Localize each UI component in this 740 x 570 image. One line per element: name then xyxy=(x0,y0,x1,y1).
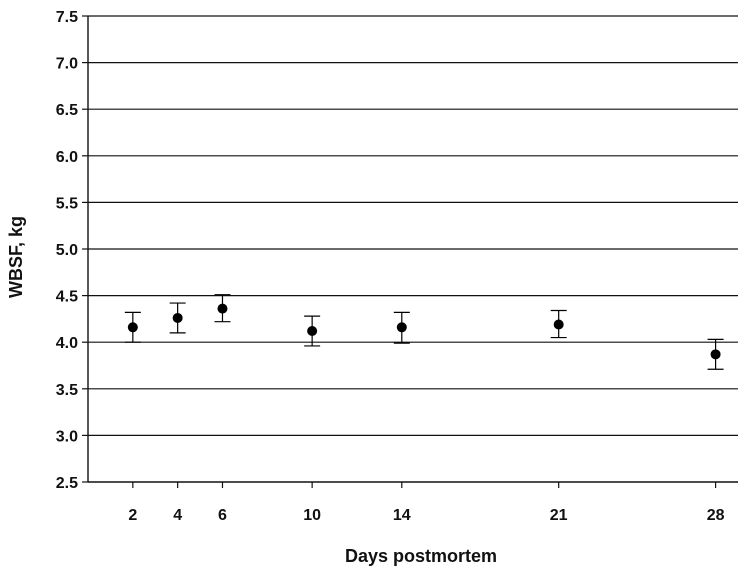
y-tick-label-5-5: 5.5 xyxy=(56,195,78,212)
y-tick-label-7-0: 7.0 xyxy=(56,56,78,73)
y-tick-label-6-0: 6.0 xyxy=(56,149,78,166)
x-tick-label-21: 21 xyxy=(550,507,568,524)
y-tick-label-4-5: 4.5 xyxy=(56,289,78,306)
y-tick-label-3-0: 3.0 xyxy=(56,428,78,445)
data-point-day-2 xyxy=(127,322,138,333)
data-point-day-4 xyxy=(172,312,183,323)
data-point-day-10 xyxy=(307,326,318,337)
y-tick-label-7-5: 7.5 xyxy=(56,9,78,26)
y-tick-label-6-5: 6.5 xyxy=(56,102,78,119)
x-tick-label-14: 14 xyxy=(393,507,411,524)
x-tick-label-6: 6 xyxy=(218,507,227,524)
x-tick-label-2: 2 xyxy=(128,507,137,524)
x-axis-title: Days postmortem xyxy=(345,546,497,566)
y-ticks-layer: 2.5 3.0 3.5 4.0 4.5 5.0 5.5 6.0 6.5 7.0 7.5 xyxy=(56,9,88,492)
errorbar-layer xyxy=(124,294,724,370)
x-tick-label-4: 4 xyxy=(173,507,182,524)
data-point-day-21 xyxy=(553,319,564,330)
point-layer xyxy=(127,303,721,360)
y-tick-label-3-5: 3.5 xyxy=(56,382,78,399)
x-ticks-layer: 2 4 6 10 14 21 28 xyxy=(128,482,725,524)
data-point-day-28 xyxy=(710,349,721,360)
data-point-day-14 xyxy=(396,322,407,333)
grid-layer xyxy=(88,15,738,436)
y-axis-title: WBSF, kg xyxy=(6,216,26,298)
x-tick-label-10: 10 xyxy=(303,507,321,524)
data-point-day-6 xyxy=(217,303,228,314)
x-tick-label-28: 28 xyxy=(707,507,725,524)
y-tick-label-4-0: 4.0 xyxy=(56,335,78,352)
y-tick-label-5-0: 5.0 xyxy=(56,242,78,259)
y-tick-label-2-5: 2.5 xyxy=(56,475,78,492)
